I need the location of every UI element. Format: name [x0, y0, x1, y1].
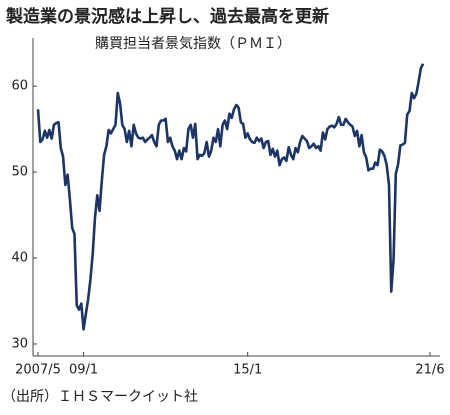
- x-tick-label: 15/1: [233, 363, 262, 378]
- chart-subtitle: 購買担当者景気指数（ＰＭＩ）: [95, 36, 291, 52]
- data-line: [36, 63, 425, 331]
- x-tick-label: 09/1: [69, 363, 98, 378]
- source-note: （出所）ＩＨＳマークイット社: [2, 389, 198, 405]
- y-tick-label: 50: [11, 165, 28, 180]
- y-tick-label: 30: [11, 336, 28, 351]
- y-tick-label: 40: [11, 251, 28, 266]
- x-tick-label: 21/6: [415, 363, 444, 378]
- chart-title: 製造業の景況感は上昇し、過去最高を更新: [5, 6, 329, 27]
- x-tick-label: 2007/5: [15, 363, 61, 378]
- y-tick-label: 60: [11, 79, 28, 94]
